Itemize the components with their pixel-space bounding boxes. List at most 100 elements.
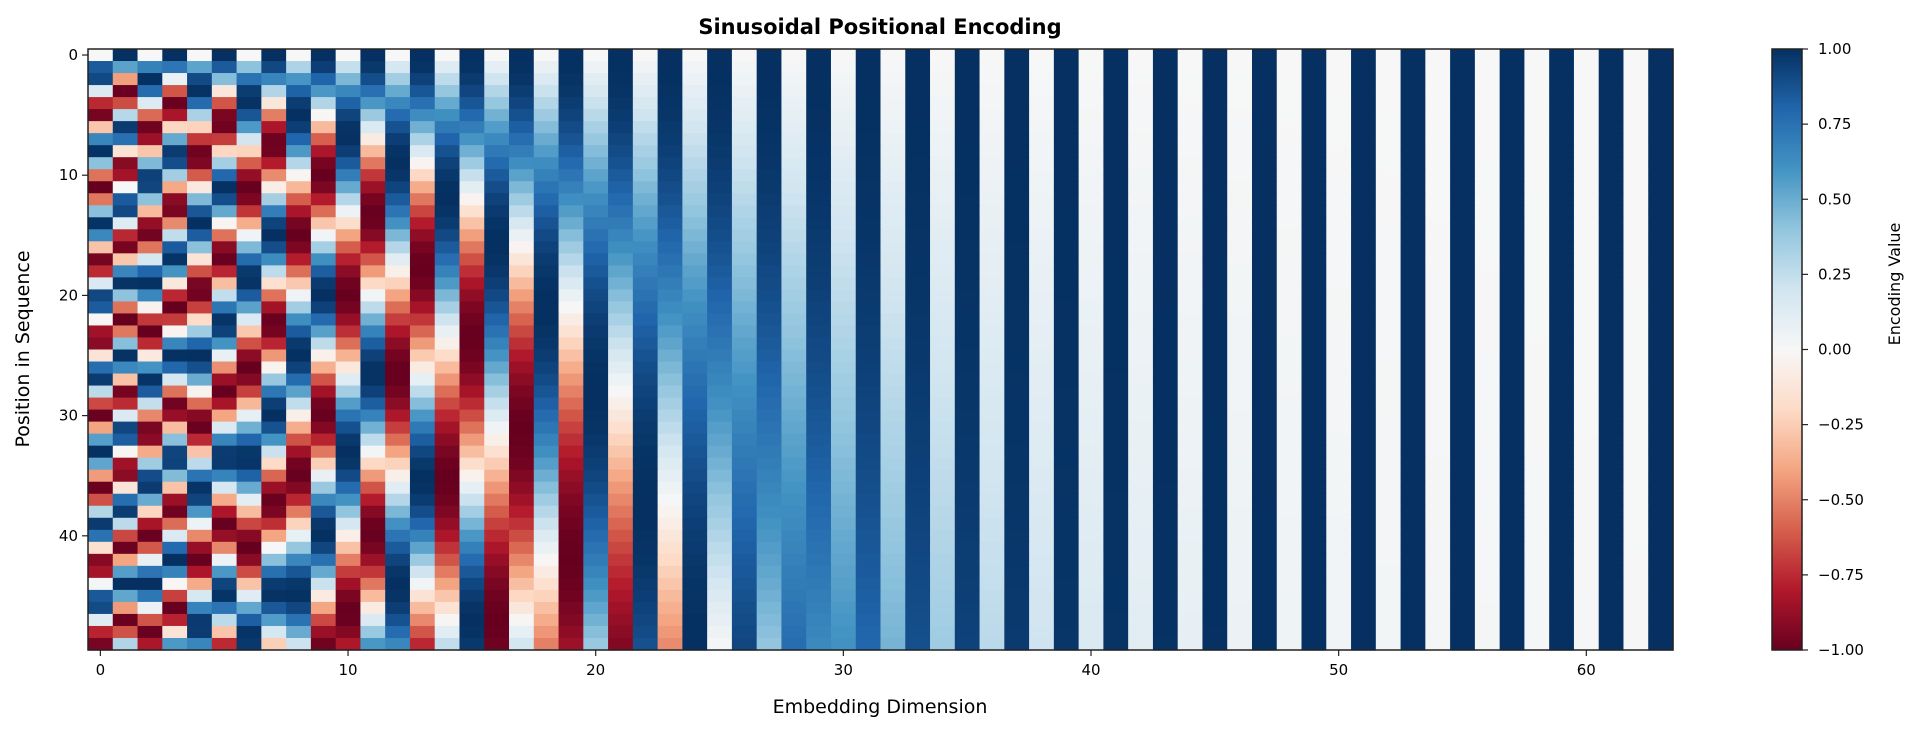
heatmap-cell (979, 541, 1005, 555)
heatmap-cell (1425, 433, 1451, 447)
heatmap-cell (1623, 217, 1649, 230)
heatmap-cell (360, 121, 386, 134)
heatmap-cell (310, 541, 337, 555)
heatmap-cell (1202, 529, 1228, 543)
heatmap-cell (930, 397, 956, 411)
heatmap-cell (162, 361, 188, 375)
heatmap-cell (806, 349, 832, 363)
heatmap-cell (1326, 505, 1352, 519)
heatmap-cell (409, 553, 436, 567)
heatmap-cell (385, 529, 411, 543)
heatmap-cell (1524, 49, 1550, 62)
heatmap-cell (1375, 541, 1402, 555)
heatmap-cell (905, 61, 931, 74)
heatmap-cell (558, 517, 584, 531)
heatmap-cell (1301, 637, 1327, 651)
heatmap-cell (112, 193, 139, 206)
heatmap-cell (137, 385, 163, 399)
heatmap-cell (830, 241, 857, 254)
heatmap-cell (211, 481, 238, 495)
heatmap-cell (211, 325, 238, 339)
heatmap-cell (187, 625, 213, 639)
heatmap-cell (1128, 289, 1154, 303)
heatmap-cell (1351, 433, 1377, 447)
heatmap-cell (781, 133, 807, 146)
heatmap-cell (1425, 313, 1451, 327)
heatmap-cell (385, 625, 411, 639)
heatmap-cell (509, 433, 535, 447)
heatmap-cell (310, 145, 337, 158)
heatmap-cell (830, 265, 857, 278)
heatmap-cell (434, 637, 461, 651)
heatmap-cell (657, 97, 683, 110)
heatmap-cell (1301, 301, 1327, 315)
heatmap-cell (137, 49, 163, 62)
heatmap-cell (88, 133, 114, 146)
heatmap-cell (855, 157, 882, 170)
heatmap-cell (1499, 313, 1526, 327)
heatmap-cell (1004, 637, 1030, 651)
heatmap-cell (608, 457, 634, 471)
heatmap-cell (806, 553, 832, 567)
heatmap-cell (88, 193, 114, 206)
heatmap-cell (1375, 409, 1402, 423)
heatmap-cell (657, 73, 683, 86)
heatmap-cell (558, 613, 584, 627)
heatmap-cell (1549, 265, 1575, 278)
heatmap-cell (236, 541, 262, 555)
heatmap-cell (484, 97, 510, 110)
heatmap-cell (1227, 109, 1253, 122)
heatmap-cell (1648, 625, 1674, 639)
heatmap-cell (1177, 553, 1204, 567)
heatmap-cell (1524, 553, 1550, 567)
heatmap-cell (1152, 85, 1179, 98)
heatmap-cell (905, 301, 931, 315)
heatmap-cell (137, 589, 163, 603)
heatmap-cell (1004, 469, 1030, 483)
heatmap-cell (1004, 397, 1030, 411)
heatmap-cell (484, 301, 510, 315)
heatmap-cell (360, 409, 386, 423)
heatmap-cell (954, 85, 981, 98)
heatmap-cell (533, 577, 560, 591)
heatmap-cell (905, 253, 931, 266)
heatmap-cell (1227, 385, 1253, 399)
heatmap-cell (88, 277, 114, 290)
heatmap-cell (112, 181, 139, 194)
heatmap-cell (1078, 277, 1104, 290)
heatmap-cell (1598, 277, 1625, 290)
heatmap-cell (905, 637, 931, 651)
heatmap-cell (434, 325, 461, 339)
heatmap-cell (1029, 181, 1055, 194)
heatmap-cell (707, 397, 733, 411)
heatmap-cell (261, 217, 287, 230)
heatmap-cell (1326, 229, 1352, 242)
heatmap-cell (1425, 265, 1451, 278)
heatmap-cell (855, 409, 882, 423)
heatmap-cell (756, 85, 783, 98)
heatmap-cell (880, 637, 906, 651)
heatmap-cell (682, 301, 708, 315)
heatmap-cell (608, 481, 634, 495)
heatmap-cell (1227, 613, 1253, 627)
heatmap-cell (1276, 613, 1303, 627)
heatmap-cell (187, 301, 213, 315)
heatmap-cell (1177, 301, 1204, 315)
heatmap-cell (682, 349, 708, 363)
heatmap-cell (1301, 193, 1327, 206)
heatmap-cell (608, 553, 634, 567)
heatmap-cell (335, 109, 362, 122)
heatmap-cell (509, 397, 535, 411)
heatmap-cell (459, 109, 485, 122)
heatmap-cell (1004, 73, 1030, 86)
heatmap-cell (806, 73, 832, 86)
heatmap-cell (756, 385, 783, 399)
heatmap-cell (682, 121, 708, 134)
heatmap-cell (1029, 289, 1055, 303)
heatmap-cell (1177, 217, 1204, 230)
heatmap-cell (1450, 109, 1476, 122)
heatmap-cell (855, 625, 882, 639)
heatmap-cell (1425, 145, 1451, 158)
heatmap-cell (1177, 541, 1204, 555)
heatmap-cell (211, 277, 238, 290)
